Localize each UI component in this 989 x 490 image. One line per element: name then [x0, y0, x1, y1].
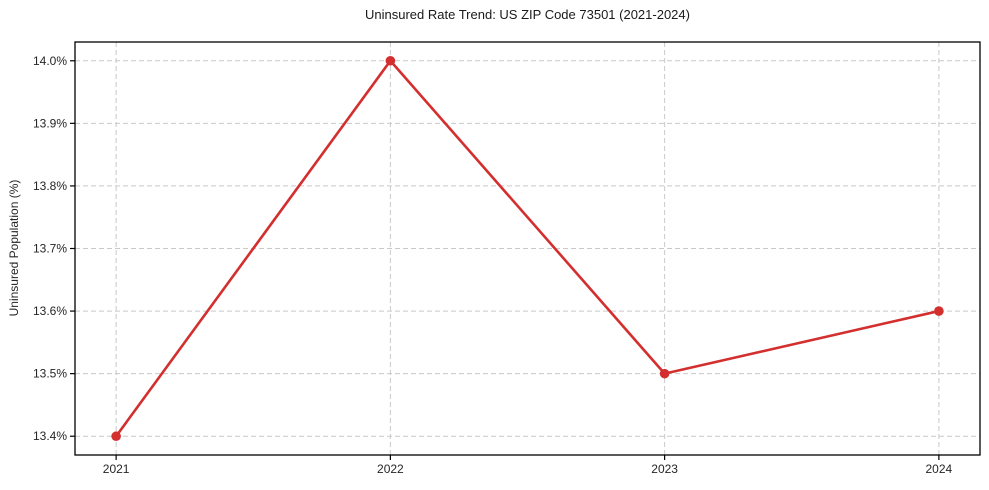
data-point-marker: [934, 306, 944, 316]
data-point-marker: [111, 431, 121, 442]
x-tick-label: 2024: [926, 462, 953, 476]
x-tick-label: 2022: [377, 462, 404, 476]
y-tick-label: 13.9%: [33, 116, 67, 130]
y-tick-label: 13.4%: [33, 429, 67, 443]
y-tick-label: 14.0%: [33, 54, 67, 68]
x-tick-label: 2021: [103, 462, 130, 476]
trend-line: [114, 59, 941, 438]
x-tick-label: 2023: [651, 462, 678, 476]
data-point-marker: [659, 368, 670, 379]
y-tick-label: 13.7%: [33, 242, 67, 256]
y-tick-label: 13.8%: [33, 179, 67, 193]
chart-title: Uninsured Rate Trend: US ZIP Code 73501 …: [365, 7, 690, 22]
data-point-marker: [385, 55, 396, 66]
y-tick-label: 13.6%: [33, 304, 67, 318]
y-tick-label: 13.5%: [33, 367, 67, 381]
